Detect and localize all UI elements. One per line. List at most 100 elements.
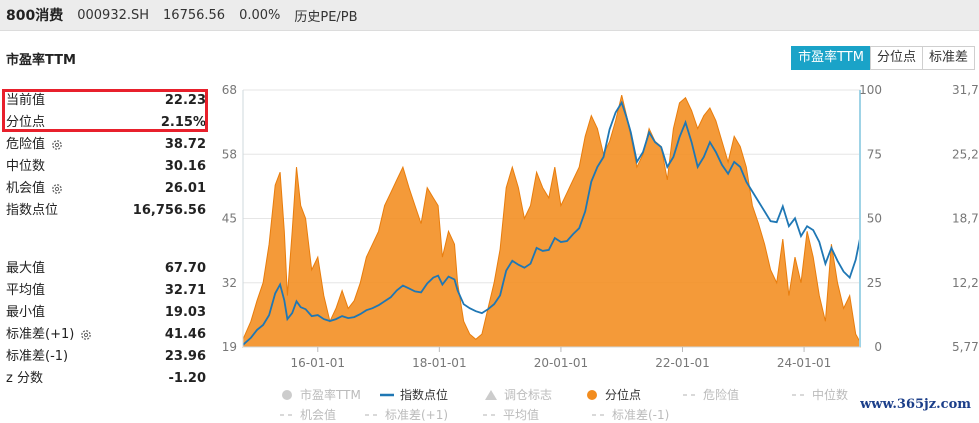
legend-item[interactable]: 指数点位 <box>380 386 448 403</box>
legend-label: 中位数 <box>812 388 849 402</box>
stat-label: 最小值 <box>6 305 46 320</box>
stat-label: 标准差(-1) <box>6 349 69 364</box>
legend-label: 危险值 <box>703 388 740 402</box>
y-left-tick-label: 68 <box>222 83 237 97</box>
legend-item[interactable]: 分位点 <box>585 386 641 403</box>
x-tick-label: 16-01-01 <box>291 356 345 370</box>
gear-icon[interactable] <box>51 183 63 195</box>
mode-label[interactable]: 历史PE/PB <box>294 9 358 25</box>
y-percent-tick-label: 100 <box>859 83 882 97</box>
gear-icon[interactable] <box>80 329 92 341</box>
x-tick-label: 18-01-01 <box>412 356 466 370</box>
stat-mean: 平均值 32.71 <box>6 281 206 301</box>
stat-label: 机会值 <box>6 181 46 196</box>
legend-label: 指数点位 <box>400 388 449 402</box>
dash-icon <box>280 413 292 416</box>
y-left-tick-label: 19 <box>222 340 237 354</box>
stat-chance: 机会值 26.01 <box>6 179 206 199</box>
stat-label: 最大值 <box>6 261 46 276</box>
section-title: 市盈率TTM <box>6 53 76 68</box>
line-icon <box>380 393 394 396</box>
stat-label: z 分数 <box>6 371 43 386</box>
stat-label: 指数点位 <box>6 203 59 218</box>
legend-item[interactable]: 市盈率TTM <box>280 386 361 403</box>
legend-item[interactable]: 危险值 <box>683 386 739 403</box>
y-left-tick-label: 45 <box>222 212 237 226</box>
pe-chart: 19 32 45 58 68 0 25 50 75 100 5,774 12,276 18,778 25,… <box>222 83 979 370</box>
circle-icon <box>587 389 597 400</box>
x-tick-label: 24-01-01 <box>777 356 831 370</box>
x-tick-label: 22-01-01 <box>655 356 709 370</box>
stat-median: 中位数 30.16 <box>6 157 206 177</box>
watermark-text: www.365jz.com <box>860 397 971 412</box>
gear-icon[interactable] <box>51 139 63 151</box>
y-percent-tick-label: 25 <box>867 276 882 290</box>
y-index-tick-label: 5,774 <box>952 340 979 354</box>
stat-value: 26.01 <box>164 181 206 196</box>
stat-max: 最大值 67.70 <box>6 259 206 279</box>
stat-label: 标准差(+1) <box>6 327 75 342</box>
circle-icon <box>282 389 292 400</box>
stat-label: 中位数 <box>6 159 46 174</box>
stat-value: 32.71 <box>164 283 206 298</box>
legend-label: 标准差(-1) <box>612 408 670 422</box>
y-percent-tick-label: 0 <box>874 340 882 354</box>
tab-pe-ttm[interactable]: 市盈率TTM <box>791 46 871 70</box>
stat-std-minus: 标准差(-1) 23.96 <box>6 347 206 367</box>
stat-value: 67.70 <box>164 261 206 276</box>
stat-label: 分位点 <box>6 115 46 130</box>
stat-danger: 危险值 38.72 <box>6 135 206 155</box>
index-line <box>242 100 861 346</box>
stat-percentile: 分位点 2.15% <box>6 113 206 133</box>
stat-current: 当前值 22.23 <box>6 91 206 111</box>
dash-icon <box>683 393 695 396</box>
legend-item[interactable]: 平均值 <box>483 406 539 423</box>
stat-value: 19.03 <box>164 305 206 320</box>
y-percent-tick-label: 75 <box>867 147 882 161</box>
index-change: 0.00% <box>239 7 281 23</box>
legend-label: 分位点 <box>605 388 642 402</box>
stat-std-plus: 标准差(+1) 41.46 <box>6 325 206 345</box>
dash-icon <box>592 413 604 416</box>
dash-icon <box>365 413 377 416</box>
legend-label: 标准差(+1) <box>385 408 449 422</box>
legend-label: 平均值 <box>503 408 540 422</box>
metric-tabs: 市盈率TTM 分位点 标准差 <box>791 46 975 70</box>
legend-label: 调仓标志 <box>504 388 553 402</box>
stat-value: 41.46 <box>164 327 206 342</box>
x-tick-label: 20-01-01 <box>534 356 588 370</box>
tab-std[interactable]: 标准差 <box>921 46 975 70</box>
index-price: 16756.56 <box>163 7 226 23</box>
tab-percentile[interactable]: 分位点 <box>869 46 923 70</box>
stat-value: -1.20 <box>168 371 206 386</box>
legend-label: 市盈率TTM <box>300 388 361 402</box>
legend-item[interactable]: 标准差(+1) <box>365 406 448 423</box>
y-index-tick-label: 25,280 <box>952 147 979 161</box>
index-code: 000932.SH <box>77 7 150 23</box>
stat-min: 最小值 19.03 <box>6 303 206 323</box>
legend-item[interactable]: 标准差(-1) <box>592 406 669 423</box>
legend-item[interactable]: 中位数 <box>792 386 848 403</box>
y-left-tick-label: 32 <box>222 276 237 290</box>
stat-value: 2.15% <box>160 115 206 130</box>
dash-icon <box>792 393 804 396</box>
triangle-icon <box>485 389 497 400</box>
legend-item[interactable]: 调仓标志 <box>484 386 552 403</box>
index-name: 800消费 <box>6 8 64 24</box>
legend-label: 机会值 <box>300 408 337 422</box>
stat-value: 23.96 <box>164 349 206 364</box>
y-index-tick-label: 12,276 <box>952 276 979 290</box>
y-left-tick-label: 58 <box>222 147 237 161</box>
index-header: 800消费 000932.SH 16756.56 0.00% 历史PE/PB <box>0 0 979 31</box>
y-index-tick-label: 18,778 <box>952 212 979 226</box>
percentile-area <box>242 94 861 348</box>
legend-item[interactable]: 机会值 <box>280 406 336 423</box>
highlight-box <box>2 89 208 132</box>
stat-value: 38.72 <box>164 137 206 152</box>
stat-value: 22.23 <box>164 93 206 108</box>
stat-value: 16,756.56 <box>132 203 206 218</box>
y-percent-tick-label: 50 <box>867 212 882 226</box>
stat-label: 危险值 <box>6 137 46 152</box>
y-index-tick-label: 31,780 <box>952 83 979 97</box>
stat-label: 平均值 <box>6 283 46 298</box>
